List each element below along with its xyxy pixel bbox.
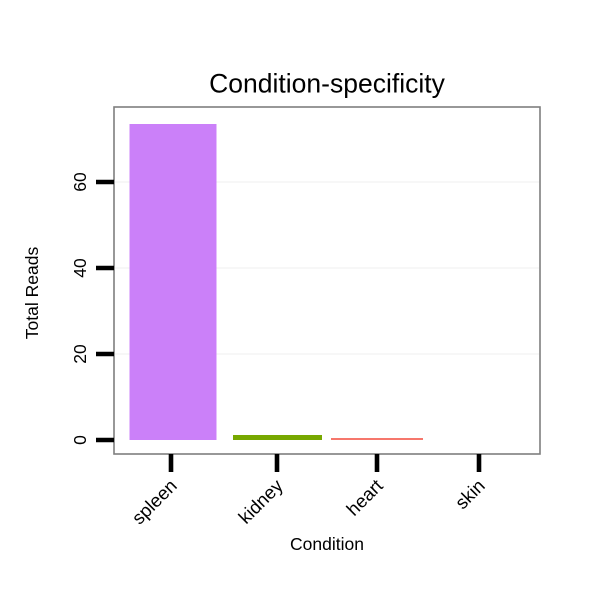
svg-text:40: 40: [70, 258, 90, 278]
svg-text:60: 60: [70, 172, 90, 192]
svg-text:Condition-specificity: Condition-specificity: [209, 69, 445, 99]
svg-text:0: 0: [70, 435, 90, 445]
svg-text:Condition: Condition: [290, 534, 364, 554]
svg-text:Total Reads: Total Reads: [22, 247, 42, 340]
svg-text:20: 20: [70, 344, 90, 364]
